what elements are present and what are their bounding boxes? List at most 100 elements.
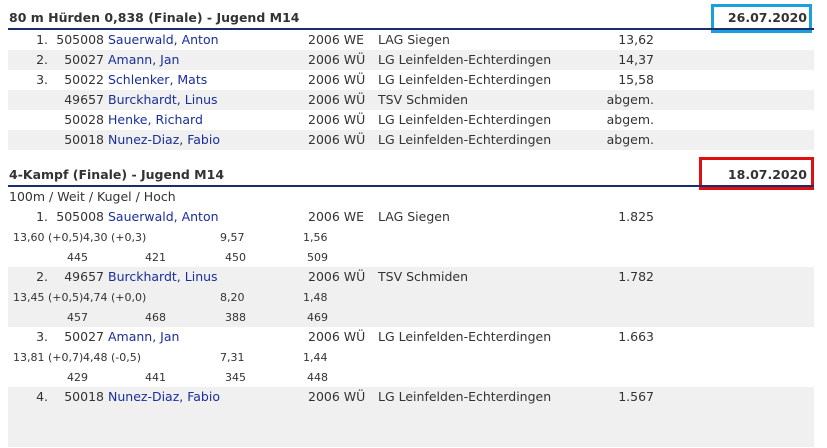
date-highlight-box xyxy=(711,4,812,33)
bib-number: 50022 xyxy=(64,72,104,87)
result: 15,58 xyxy=(618,72,654,87)
birth-year-region: 2006 WÜ xyxy=(308,132,366,147)
table-row: 1. 505008 Sauerwald, Anton 2006 WE LAG Siege… xyxy=(8,207,814,268)
athlete-name-link[interactable]: Amann, Jan xyxy=(108,52,180,67)
bib-number: 50018 xyxy=(64,389,104,404)
club-name: LAG Siegen xyxy=(378,32,450,47)
result: 1.567 xyxy=(618,389,654,404)
bib-number: 50027 xyxy=(64,52,104,67)
table-row: 49657 Burckhardt, Linus 2006 WÜ TSV Schmide… xyxy=(8,90,814,111)
section-date-hurdles: 26.07.2020 xyxy=(727,10,807,25)
club-name: LG Leinfelden-Echterdingen xyxy=(378,52,552,67)
place: 1. xyxy=(36,32,48,47)
table-row: 4. 50018 Nunez-Diaz, Fabio 2006 WÜ LG Leinfe… xyxy=(8,387,814,448)
athlete-name-link[interactable]: Amann, Jan xyxy=(108,329,180,344)
table-row: 50028 Henke, Richard 2006 WÜ LG Leinfelden-… xyxy=(8,110,814,131)
birth-year-region: 2006 WÜ xyxy=(308,92,366,107)
discipline-performance: 4,30 (+0,3) xyxy=(83,231,147,244)
club-name: TSV Schmiden xyxy=(378,269,469,284)
section-divider xyxy=(8,28,814,30)
table-row: 2. 50027 Amann, Jan 2006 WÜ LG Leinfelden-Ec… xyxy=(8,50,814,71)
bib-number: 50018 xyxy=(64,132,104,147)
birth-year-region: 2006 WÜ xyxy=(308,112,366,127)
result: 1.663 xyxy=(618,329,654,344)
result: abgem. xyxy=(606,112,654,127)
result: abgem. xyxy=(606,92,654,107)
place: 2. xyxy=(36,52,48,67)
athlete-name-link[interactable]: Nunez-Diaz, Fabio xyxy=(108,132,220,147)
athlete-name-link[interactable]: Schlenker, Mats xyxy=(108,72,208,87)
birth-year-region: 2006 WÜ xyxy=(308,269,366,284)
club-name: LG Leinfelden-Echterdingen xyxy=(378,329,552,344)
bib-number: 505008 xyxy=(56,32,104,47)
club-name: LAG Siegen xyxy=(378,209,450,224)
section-divider xyxy=(8,185,814,187)
discipline-points: 429 xyxy=(67,371,88,384)
club-name: LG Leinfelden-Echterdingen xyxy=(378,132,552,147)
bib-number: 50027 xyxy=(64,329,104,344)
birth-year-region: 2006 WE xyxy=(308,209,365,224)
discipline-performance: 13,81 (+0,7) xyxy=(13,351,84,364)
birth-year-region: 2006 WE xyxy=(308,32,365,47)
discipline-performance: 13,45 (+0,5) xyxy=(13,291,84,304)
bib-number: 49657 xyxy=(64,269,104,284)
table-row: 50018 Nunez-Diaz, Fabio 2006 WÜ LG Leinfeld… xyxy=(8,130,814,151)
place: 3. xyxy=(36,72,48,87)
place: 2. xyxy=(36,269,48,284)
section-title-4kampf: 4-Kampf (Finale) - Jugend M14 xyxy=(9,167,225,182)
athlete-name-link[interactable]: Henke, Richard xyxy=(108,112,203,127)
discipline-performance: 4,74 (+0,0) xyxy=(83,291,147,304)
club-name: LG Leinfelden-Echterdingen xyxy=(378,112,552,127)
athlete-name-link[interactable]: Sauerwald, Anton xyxy=(108,209,219,224)
discipline-points: 450 xyxy=(225,251,246,264)
birth-year-region: 2006 WÜ xyxy=(308,329,366,344)
birth-year-region: 2006 WÜ xyxy=(308,389,366,404)
discipline-performance: 13,60 (+0,5) xyxy=(13,231,84,244)
discipline-performance: 4,48 (-0,5) xyxy=(83,351,142,364)
section-date-4kampf: 18.07.2020 xyxy=(727,167,807,182)
discipline-points: 468 xyxy=(145,311,166,324)
table-row: 1. 505008 Sauerwald, Anton 2006 WE LAG Siege… xyxy=(8,30,814,51)
table-row: 3. 50022 Schlenker, Mats 2006 WÜ LG Leinfeld… xyxy=(8,70,814,91)
result: 1.782 xyxy=(618,269,654,284)
date-highlight-box xyxy=(699,157,814,190)
discipline-performance: 1,56 xyxy=(303,231,328,244)
discipline-performance: 9,57 xyxy=(220,231,245,244)
discipline-points: 441 xyxy=(145,371,166,384)
athlete-name-link[interactable]: Burckhardt, Linus xyxy=(108,269,218,284)
discipline-points: 345 xyxy=(225,371,246,384)
discipline-points: 469 xyxy=(307,311,328,324)
discipline-points: 448 xyxy=(307,371,328,384)
place: 4. xyxy=(36,389,48,404)
discipline-performance: 7,31 xyxy=(220,351,245,364)
discipline-performance: 1,48 xyxy=(303,291,328,304)
place: 1. xyxy=(36,209,48,224)
section-title-hurdles: 80 m Hürden 0,838 (Finale) - Jugend M14 xyxy=(9,10,300,25)
discipline-points: 509 xyxy=(307,251,328,264)
discipline-points: 445 xyxy=(67,251,88,264)
athlete-name-link[interactable]: Nunez-Diaz, Fabio xyxy=(108,389,220,404)
discipline-performance: 8,20 xyxy=(220,291,245,304)
birth-year-region: 2006 WÜ xyxy=(308,72,366,87)
result: 13,62 xyxy=(618,32,654,47)
birth-year-region: 2006 WÜ xyxy=(308,52,366,67)
club-name: TSV Schmiden xyxy=(378,92,469,107)
discipline-list: 100m / Weit / Kugel / Hoch xyxy=(9,189,176,204)
place: 3. xyxy=(36,329,48,344)
athlete-name-link[interactable]: Sauerwald, Anton xyxy=(108,32,219,47)
table-row: 3. 50027 Amann, Jan 2006 WÜ LG Leinfelden-Ec… xyxy=(8,327,814,388)
result: abgem. xyxy=(606,132,654,147)
discipline-performance: 1,44 xyxy=(303,351,328,364)
discipline-points: 388 xyxy=(225,311,246,324)
discipline-points: 457 xyxy=(67,311,88,324)
result: 1.825 xyxy=(618,209,654,224)
athlete-name-link[interactable]: Burckhardt, Linus xyxy=(108,92,218,107)
bib-number: 49657 xyxy=(64,92,104,107)
bib-number: 505008 xyxy=(56,209,104,224)
club-name: LG Leinfelden-Echterdingen xyxy=(378,389,552,404)
table-row: 2. 49657 Burckhardt, Linus 2006 WÜ TSV Schmi… xyxy=(8,267,814,328)
result: 14,37 xyxy=(618,52,654,67)
club-name: LG Leinfelden-Echterdingen xyxy=(378,72,552,87)
bib-number: 50028 xyxy=(64,112,104,127)
discipline-points: 421 xyxy=(145,251,166,264)
